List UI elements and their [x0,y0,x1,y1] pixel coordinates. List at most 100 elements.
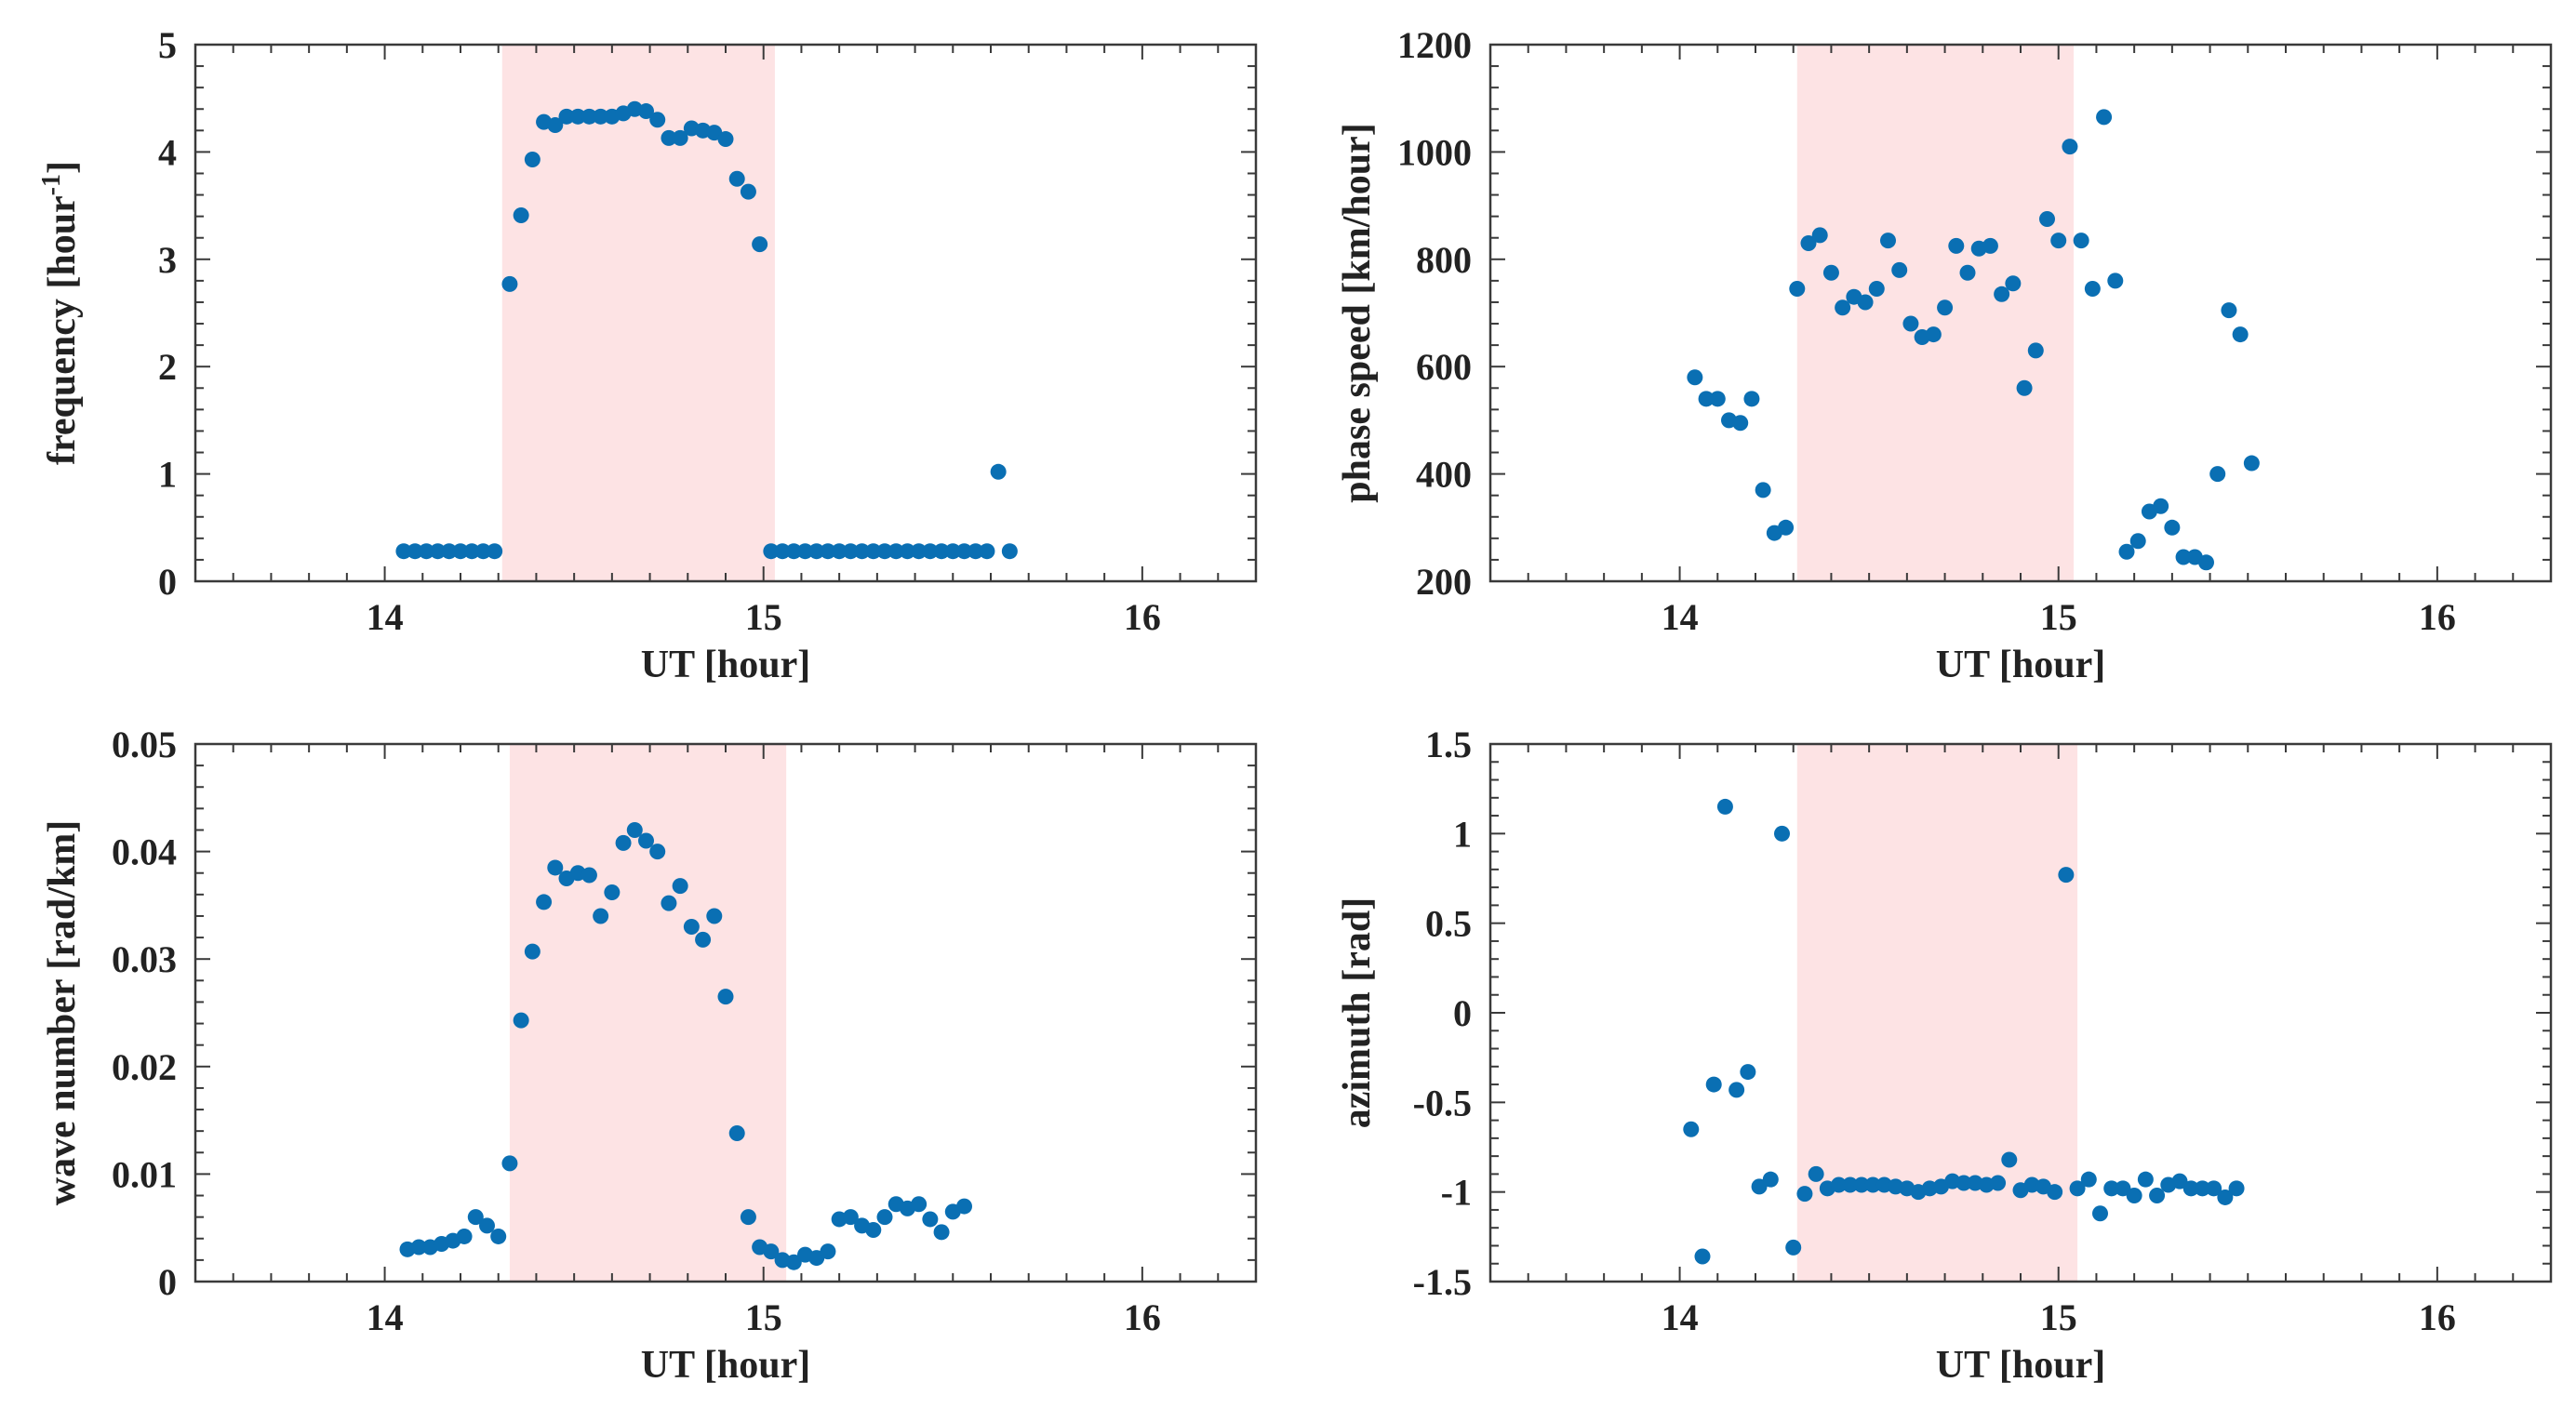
wave-number-data-point [524,943,541,960]
wave-number-data-point [728,1124,745,1141]
azimuth-data-point [2115,1180,2131,1197]
phase-speed-data-point [1687,369,1703,386]
wave-number-y-tick-label: 0.04 [112,831,177,873]
azimuth-y-tick-label: 1 [1453,813,1472,855]
frequency-data-point [808,543,825,560]
phase-speed-data-point [1891,261,1908,278]
frequency-data-point [728,170,745,187]
frequency-data-point [407,543,423,560]
azimuth-data-point [2228,1180,2245,1197]
frequency-data-point [1001,543,1018,560]
wave-number-data-point [456,1228,473,1244]
wave-number-data-point [865,1222,882,1239]
frequency-data-point [661,129,677,146]
wave-number-data-point [581,867,597,884]
azimuth-data-point [1842,1176,1859,1193]
azimuth-x-tick-label: 16 [2419,1296,2456,1338]
frequency-panel: 14 15 16 0 1 2 3 4 5 UT [hour] frequency [hour-1] [37,24,1258,686]
phase-speed-y-tick-label: 400 [1416,454,1472,496]
frequency-data-point [638,103,654,120]
frequency-data-point [944,543,961,560]
phase-speed-data-point [1948,237,1965,254]
azimuth-data-point [1990,1175,2007,1191]
phase-speed-data-point [2016,379,2033,396]
wave-number-data-point [536,894,553,910]
wave-number-panel: 14 15 16 0 0.01 0.02 0.03 0.04 0.05 UT [hour] wave… [41,724,1258,1387]
frequency-data-point [740,183,756,200]
wave-number-y-tick-label: 0.01 [112,1153,177,1195]
frequency-data-point [979,543,995,560]
frequency-data-point [990,463,1007,480]
phase-speed-data-point [2232,326,2249,343]
azimuth-data-point [1762,1171,1779,1188]
wave-number-data-point [842,1209,859,1226]
phase-speed-y-tick-label: 200 [1416,561,1472,603]
phase-speed-data-point [1778,519,1795,536]
wave-number-data-point [467,1209,484,1226]
azimuth-axes-frame [1488,742,2553,1283]
azimuth-data-point [2217,1189,2234,1205]
frequency-data-point [785,543,802,560]
phase-speed-data-point [1789,281,1806,298]
azimuth-data-point [1785,1239,1802,1256]
wave-number-data-point [626,821,643,838]
frequency-data-point [581,108,597,125]
phase-speed-data-point [1982,237,1998,254]
frequency-data-point [649,112,666,128]
azimuth-data-point [1774,825,1790,842]
phase-speed-data-point [2164,519,2181,536]
wave-number-data-point [717,989,734,1005]
phase-speed-data-point [1698,391,1715,407]
wave-number-data-point [820,1243,836,1260]
frequency-data-point [854,543,871,560]
wave-number-data-point [672,878,688,895]
frequency-data-point [774,543,791,560]
frequency-data-point [797,543,813,560]
wave-number-shaded-interval [509,744,787,1282]
phase-speed-data-point [2175,549,2192,565]
frequency-data-point [513,206,529,223]
phase-speed-data-point [2039,211,2055,228]
phase-speed-data-point [2084,281,2101,298]
azimuth-data-point [1683,1121,1700,1137]
frequency-data-point [717,131,734,148]
azimuth-data-point [1716,798,1733,815]
frequency-y-tick-label: 5 [158,24,177,66]
frequency-data-point [922,543,939,560]
frequency-x-tick-label: 16 [1124,596,1161,638]
phase-speed-data-point [1743,391,1760,407]
azimuth-data-point [2047,1184,2063,1201]
frequency-data-point [672,129,688,146]
azimuth-data-point [2080,1171,2097,1188]
frequency-data-point [474,543,491,560]
wave-number-data-point [876,1209,893,1226]
azimuth-data-point [2058,867,2075,884]
frequency-data-point [763,543,780,560]
frequency-y-tick-label: 2 [158,346,177,388]
phase-speed-data-point [2198,554,2214,571]
azimuth-x-tick-label: 14 [1662,1296,1699,1338]
wave-number-data-point [933,1224,950,1241]
azimuth-data-point [1955,1175,1972,1191]
wave-number-data-point [911,1196,928,1213]
phase-speed-data-point [2129,533,2146,550]
phase-speed-data-point [2153,498,2169,514]
azimuth-data-point [2126,1188,2142,1204]
wave-number-data-point [638,832,654,849]
wave-number-data-point [922,1211,939,1228]
frequency-y-tick-label: 1 [158,454,177,496]
wave-number-data-point [490,1228,507,1244]
phase-speed-data-point [1755,482,1771,498]
wave-number-data-point [695,931,712,948]
phase-speed-data-point [1732,415,1749,432]
phase-speed-data-point [2005,275,2022,292]
phase-speed-axes-frame [1488,43,2553,583]
azimuth-x-tick-label: 15 [2040,1296,2077,1338]
frequency-data-point [593,108,609,125]
wave-number-data-point [604,884,621,901]
wave-number-data-point [661,895,677,911]
azimuth-data-point [1864,1176,1881,1193]
phase-speed-y-tick-label: 1200 [1397,24,1472,66]
azimuth-data-point [2206,1180,2222,1197]
wave-number-x-tick-label: 14 [367,1296,404,1338]
